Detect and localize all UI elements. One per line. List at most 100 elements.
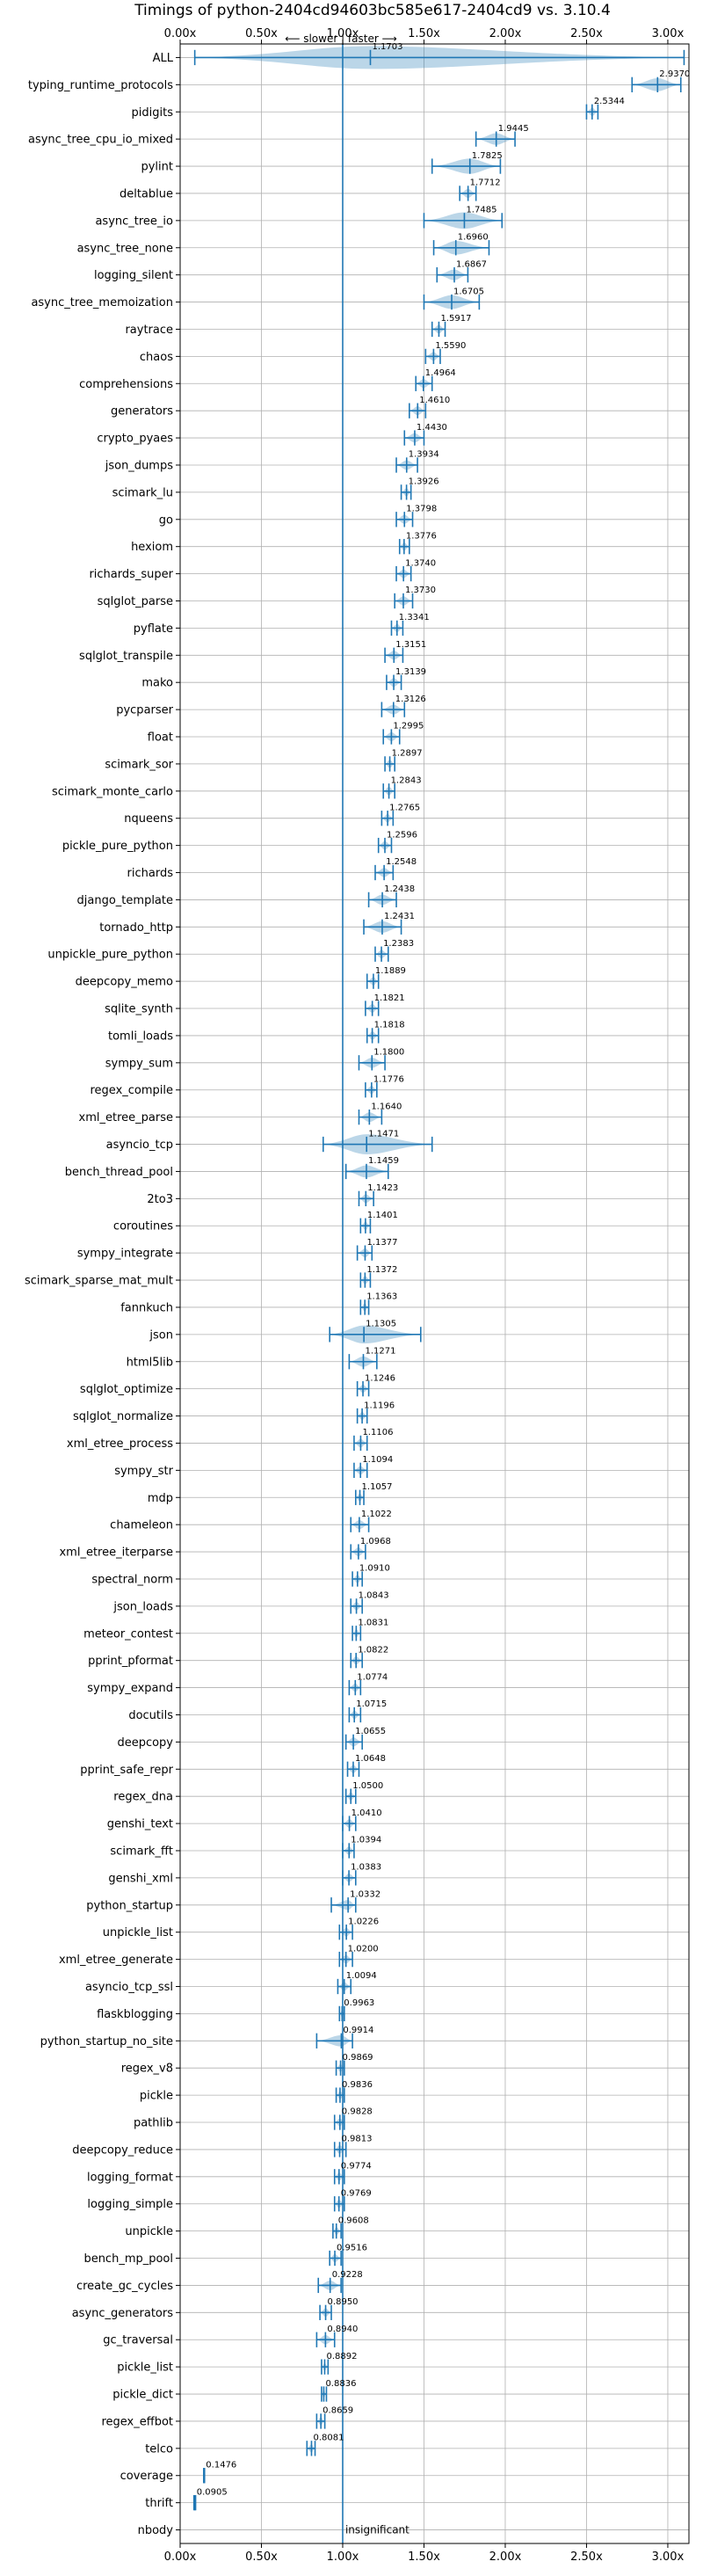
benchmark-label: generators (111, 405, 173, 418)
data-label: 0.9813 (342, 2135, 373, 2144)
data-label: 1.5917 (440, 314, 471, 324)
benchmark-label: async_tree_none (77, 242, 173, 255)
x-tick-label-bottom: 2.50x (570, 2551, 603, 2564)
benchmark-label: coroutines (113, 1220, 173, 1233)
data-label: 1.5590 (435, 341, 466, 351)
data-label: 0.8081 (313, 2434, 344, 2443)
data-label: 1.1377 (366, 1238, 397, 1248)
data-label: 1.0968 (360, 1537, 391, 1546)
benchmark-label: regex_dna (113, 1791, 173, 1804)
data-label: 1.1423 (367, 1183, 398, 1193)
benchmark-label: ALL (153, 52, 174, 65)
x-tick-label-bottom: 2.00x (489, 2551, 522, 2564)
data-label: 1.2843 (391, 776, 422, 786)
benchmark-label: python_startup_no_site (40, 2035, 173, 2048)
data-label: 1.1818 (374, 1021, 405, 1030)
data-label: 1.3740 (405, 558, 436, 568)
benchmark-label: unpickle_list (103, 1926, 173, 1939)
benchmark-label: logging_format (87, 2171, 173, 2184)
benchmark-label: spectral_norm (91, 1573, 173, 1586)
data-label: 0.8940 (327, 2325, 358, 2334)
data-label: 1.2596 (387, 830, 417, 840)
benchmark-label: unpickle_pure_python (47, 949, 173, 962)
benchmark-label: sqlglot_parse (98, 595, 173, 608)
data-label: 1.1196 (364, 1401, 395, 1410)
data-label: 0.0905 (197, 2487, 228, 2497)
data-label: 1.1640 (371, 1102, 402, 1111)
benchmark-label: python_startup (86, 1899, 173, 1912)
benchmark-label: sqlglot_normalize (73, 1410, 173, 1423)
benchmark-label: comprehensions (79, 378, 173, 391)
data-label: 1.1094 (362, 1455, 393, 1465)
data-label: 1.3126 (395, 695, 426, 704)
data-label: 0.9769 (341, 2188, 372, 2198)
x-tick-label-top: 1.50x (408, 27, 440, 40)
data-label: 0.9774 (341, 2162, 372, 2172)
data-label: 1.1246 (365, 1373, 395, 1383)
benchmark-label: pprint_pformat (88, 1655, 173, 1668)
violin-layer (192, 44, 685, 2543)
benchmark-label: pickle_list (117, 2361, 173, 2375)
benchmark-label: genshi_xml (108, 1872, 173, 1885)
data-label: 0.9608 (338, 2216, 369, 2225)
data-label: 1.3776 (406, 531, 437, 541)
benchmark-label: sympy_expand (87, 1682, 173, 1695)
data-label: 1.1363 (366, 1292, 397, 1302)
data-label: 1.2765 (389, 803, 420, 812)
benchmark-label: pidigits (132, 106, 174, 120)
data-label: 0.9228 (332, 2270, 363, 2280)
data-label: 1.1459 (368, 1156, 399, 1166)
benchmark-label: pathlib (134, 2117, 173, 2130)
benchmark-label: pprint_safe_repr (80, 1764, 173, 1777)
benchmark-label: genshi_text (107, 1818, 173, 1831)
data-label: 1.2548 (386, 857, 417, 867)
x-tick-label-top: 0.50x (245, 27, 278, 40)
data-label: 0.8659 (323, 2406, 353, 2416)
data-label: 1.0831 (358, 1619, 388, 1628)
benchmark-label: pylint (141, 161, 173, 174)
data-label: 1.0410 (352, 1808, 382, 1818)
benchmark-label: deepcopy_reduce (72, 2143, 173, 2157)
benchmark-label: chameleon (110, 1519, 173, 1532)
data-label: 1.3341 (399, 613, 430, 622)
chart-title: Timings of python-2404cd94603bc585e617-2… (134, 2, 611, 19)
data-label: 0.9963 (344, 1998, 374, 2008)
benchmark-label: scimark_lu (112, 486, 173, 499)
data-label: 1.9445 (498, 124, 529, 134)
benchmark-label: chaos (140, 351, 173, 364)
benchmark-label: crypto_pyaes (97, 433, 173, 446)
data-label: 0.9836 (342, 2080, 373, 2090)
data-label: 1.0910 (359, 1564, 390, 1574)
grid-layer (179, 44, 689, 2543)
benchmark-label: pycparser (116, 704, 173, 717)
benchmark-label: fannkuch (120, 1301, 173, 1314)
benchmark-label: bench_mp_pool (83, 2252, 173, 2266)
data-label: 1.1271 (365, 1346, 395, 1356)
data-label: 1.3730 (405, 586, 436, 595)
benchmark-label: deltablue (120, 187, 173, 200)
benchmark-label: async_tree_memoization (31, 296, 173, 309)
benchmark-label: richards (127, 867, 174, 880)
data-label: 1.7712 (470, 178, 501, 188)
axis-layer: 0.00x 0.00x 0.50x 0.50x 1.00x 1.00x 1.50x 1.50x… (164, 27, 690, 2564)
data-label: 2.5344 (594, 97, 625, 106)
benchmark-label: json_loads (112, 1600, 173, 1613)
data-label: 1.0383 (351, 1863, 381, 1873)
benchmark-label: create_gc_cycles (76, 2280, 173, 2293)
data-label: 1.2431 (384, 912, 415, 921)
benchmark-label: docutils (128, 1709, 173, 1722)
data-label: 1.4430 (417, 423, 447, 433)
benchmark-label: logging_simple (87, 2198, 173, 2211)
data-label: 1.0226 (348, 1917, 379, 1926)
data-label: 0.9869 (343, 2053, 373, 2063)
data-label: 1.1821 (374, 993, 405, 1003)
data-label: 1.1022 (361, 1510, 392, 1519)
data-label: 0.8892 (326, 2352, 357, 2361)
benchmark-label: float (148, 731, 173, 745)
data-label: 0.8836 (325, 2379, 356, 2389)
data-label: 1.2995 (393, 722, 424, 731)
benchmark-label: json_dumps (105, 459, 173, 472)
data-label: 1.0394 (351, 1836, 381, 1845)
data-label: 1.2438 (384, 884, 415, 894)
